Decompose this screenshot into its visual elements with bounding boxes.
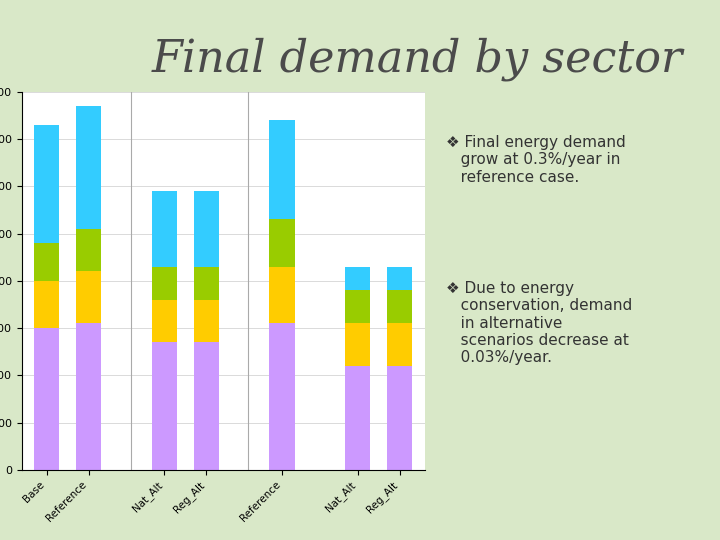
Bar: [76, 271, 102, 323]
Bar: [152, 342, 177, 470]
Bar: [152, 191, 177, 267]
Bar: [387, 267, 413, 291]
Bar: [345, 291, 370, 323]
Bar: [152, 267, 177, 300]
Bar: [34, 281, 59, 328]
Text: Final demand by sector: Final demand by sector: [152, 38, 683, 82]
Bar: [269, 267, 294, 323]
Bar: [269, 323, 294, 470]
Bar: [269, 219, 294, 267]
Text: ❖ Final energy demand
   grow at 0.3%/year in
   reference case.: ❖ Final energy demand grow at 0.3%/year …: [446, 135, 626, 185]
Bar: [194, 267, 219, 300]
Bar: [345, 323, 370, 366]
Text: ❖ Due to energy
   conservation, demand
   in alternative
   scenarios decrease : ❖ Due to energy conservation, demand in …: [446, 281, 633, 366]
Bar: [387, 323, 413, 366]
Bar: [76, 106, 102, 229]
Bar: [194, 342, 219, 470]
Bar: [34, 243, 59, 281]
Bar: [76, 323, 102, 470]
Bar: [34, 125, 59, 243]
Bar: [269, 120, 294, 219]
Bar: [345, 267, 370, 291]
Bar: [194, 191, 219, 267]
Bar: [152, 300, 177, 342]
Bar: [387, 366, 413, 470]
Bar: [387, 291, 413, 323]
Bar: [34, 328, 59, 470]
Bar: [345, 366, 370, 470]
Bar: [194, 300, 219, 342]
Bar: [76, 229, 102, 271]
